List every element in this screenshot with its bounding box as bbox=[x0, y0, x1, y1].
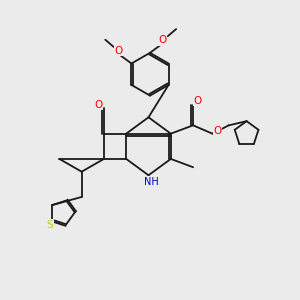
Text: O: O bbox=[213, 126, 222, 136]
Text: NH: NH bbox=[143, 177, 158, 187]
Text: O: O bbox=[94, 100, 103, 110]
Text: S: S bbox=[46, 220, 53, 230]
Text: O: O bbox=[159, 35, 167, 45]
Text: O: O bbox=[115, 46, 123, 56]
Text: O: O bbox=[194, 96, 202, 106]
